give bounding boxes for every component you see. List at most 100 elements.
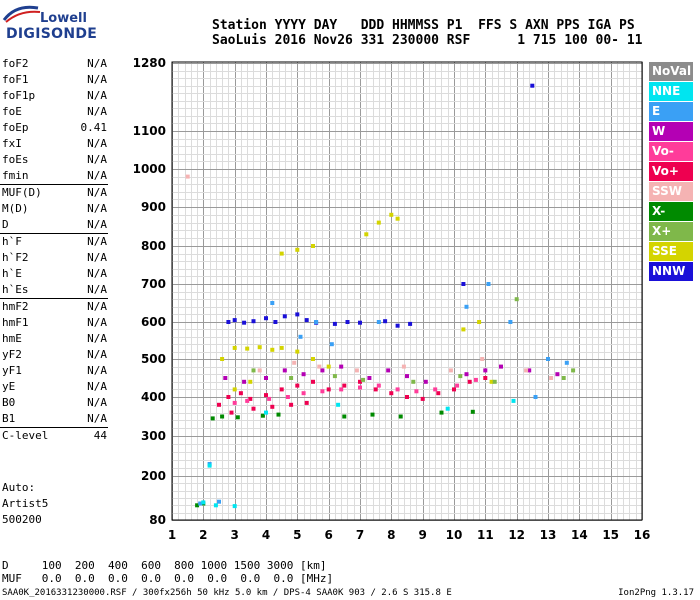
- param-name: h`F2: [2, 251, 29, 264]
- data-point-voplus: [311, 379, 315, 384]
- y-tick-label: 900: [141, 200, 166, 214]
- x-tick-label: 15: [602, 528, 619, 542]
- y-tick-label: 700: [141, 277, 166, 291]
- param-name: hmF2: [2, 300, 29, 313]
- data-point-sse: [311, 244, 315, 248]
- data-point-w: [301, 372, 306, 377]
- data-point-voplus: [264, 393, 268, 398]
- data-point-nne: [264, 410, 268, 415]
- distance-row: D 100 200 400 600 800 1000 1500 3000 [km…: [2, 559, 327, 572]
- header-values: SaoLuis 2016 Nov26 331 230000 RSF 1 715 …: [212, 33, 643, 48]
- param-row: foEs N/A: [0, 152, 110, 168]
- legend-item-vominus: Vo-: [649, 142, 693, 161]
- data-point-voplus: [373, 387, 378, 392]
- legend-item-e: E: [649, 102, 693, 121]
- autoscaler-info: Auto: Artist5 500200: [2, 480, 48, 528]
- param-name: C-level: [2, 429, 49, 442]
- param-row: D N/A: [0, 217, 110, 233]
- param-name: h`F: [2, 235, 22, 248]
- data-point-xminus: [439, 410, 444, 415]
- param-row: yF1 N/A: [0, 363, 110, 379]
- param-row: hmE N/A: [0, 331, 110, 347]
- param-row: B0 N/A: [0, 395, 110, 411]
- data-point-ssw: [292, 360, 297, 365]
- y-tick-label: 1000: [133, 162, 166, 176]
- param-separator: [0, 298, 108, 299]
- data-point-w: [499, 364, 503, 369]
- param-separator: [0, 184, 108, 185]
- param-row: foF1p N/A: [0, 88, 110, 104]
- x-tick-label: 5: [293, 528, 301, 542]
- data-point-sse: [245, 346, 250, 351]
- param-row: yE N/A: [0, 379, 110, 395]
- param-value: N/A: [87, 396, 107, 409]
- data-point-xplus: [492, 379, 497, 384]
- param-row: foF1 N/A: [0, 72, 110, 88]
- param-value: N/A: [87, 300, 107, 313]
- x-tick-label: 6: [324, 528, 332, 542]
- data-point-vominus: [433, 387, 438, 392]
- data-point-e: [376, 320, 381, 324]
- param-name: yE: [2, 380, 16, 393]
- data-point-e: [329, 342, 334, 347]
- data-point-nnw: [282, 314, 287, 319]
- data-point-xplus: [514, 297, 519, 302]
- data-point-w: [555, 372, 560, 377]
- param-value: 44: [93, 429, 107, 442]
- data-point-xminus: [342, 414, 347, 419]
- legend-item-noval: NoVal: [649, 62, 693, 81]
- data-point-ssw: [480, 357, 485, 361]
- data-point-xminus: [220, 414, 225, 419]
- data-point-xminus: [370, 412, 375, 417]
- param-row: C-level 44: [0, 428, 110, 444]
- y-tick-label: 800: [141, 239, 166, 253]
- param-value: N/A: [87, 267, 107, 280]
- data-point-nnw: [232, 318, 237, 323]
- data-point-xminus: [276, 412, 281, 417]
- y-tick-label: 80: [149, 513, 166, 527]
- data-point-w: [386, 368, 391, 373]
- param-row: h`Es N/A: [0, 282, 110, 298]
- param-name: foF1: [2, 73, 29, 86]
- x-tick-label: 12: [508, 528, 525, 542]
- x-tick-label: 11: [477, 528, 494, 542]
- param-row: h`F2 N/A: [0, 250, 110, 266]
- data-point-nnw: [242, 320, 247, 325]
- data-point-nne: [511, 398, 516, 403]
- param-name: M(D): [2, 202, 29, 215]
- data-point-e: [217, 499, 221, 504]
- param-value: N/A: [87, 169, 107, 182]
- param-value: N/A: [87, 380, 107, 393]
- param-name: h`E: [2, 267, 22, 280]
- param-row: foE N/A: [0, 104, 110, 120]
- legend-item-sse: SSE: [649, 242, 693, 261]
- data-point-sse: [220, 357, 225, 361]
- param-row: MUF(D) N/A: [0, 185, 110, 201]
- muf-row: MUF 0.0 0.0 0.0 0.0 0.0 0.0 0.0 0.0 [MHz…: [2, 572, 334, 585]
- logo-swoosh-icon: [2, 5, 41, 23]
- data-point-voplus: [217, 402, 221, 407]
- legend-item-voplus: Vo+: [649, 162, 693, 181]
- plot-border: [171, 61, 643, 521]
- y-tick-label: 600: [141, 315, 166, 329]
- data-point-voplus: [226, 395, 231, 399]
- data-point-w: [405, 374, 409, 379]
- data-point-w: [320, 368, 325, 373]
- data-point-e: [270, 301, 275, 305]
- data-point-voplus: [342, 383, 347, 388]
- data-point-ssw: [257, 368, 262, 373]
- data-point-xplus: [411, 379, 416, 384]
- y-tick-label: 400: [141, 390, 166, 404]
- param-value: N/A: [87, 202, 107, 215]
- data-point-e: [198, 501, 203, 506]
- param-value: N/A: [87, 105, 107, 118]
- data-point-w: [527, 368, 532, 373]
- logo-lowell-text: Lowell: [40, 11, 87, 26]
- y-tick-label: 200: [141, 469, 166, 483]
- data-point-xplus: [361, 377, 366, 382]
- param-value: N/A: [87, 57, 107, 70]
- data-point-voplus: [289, 402, 294, 407]
- data-point-xplus: [561, 376, 566, 380]
- scaled-parameters-panel: foF2 N/A foF1 N/A foF1p N/A foE N/A foEp 0.41 fxI N…: [0, 56, 110, 444]
- param-name: foEp: [2, 121, 29, 134]
